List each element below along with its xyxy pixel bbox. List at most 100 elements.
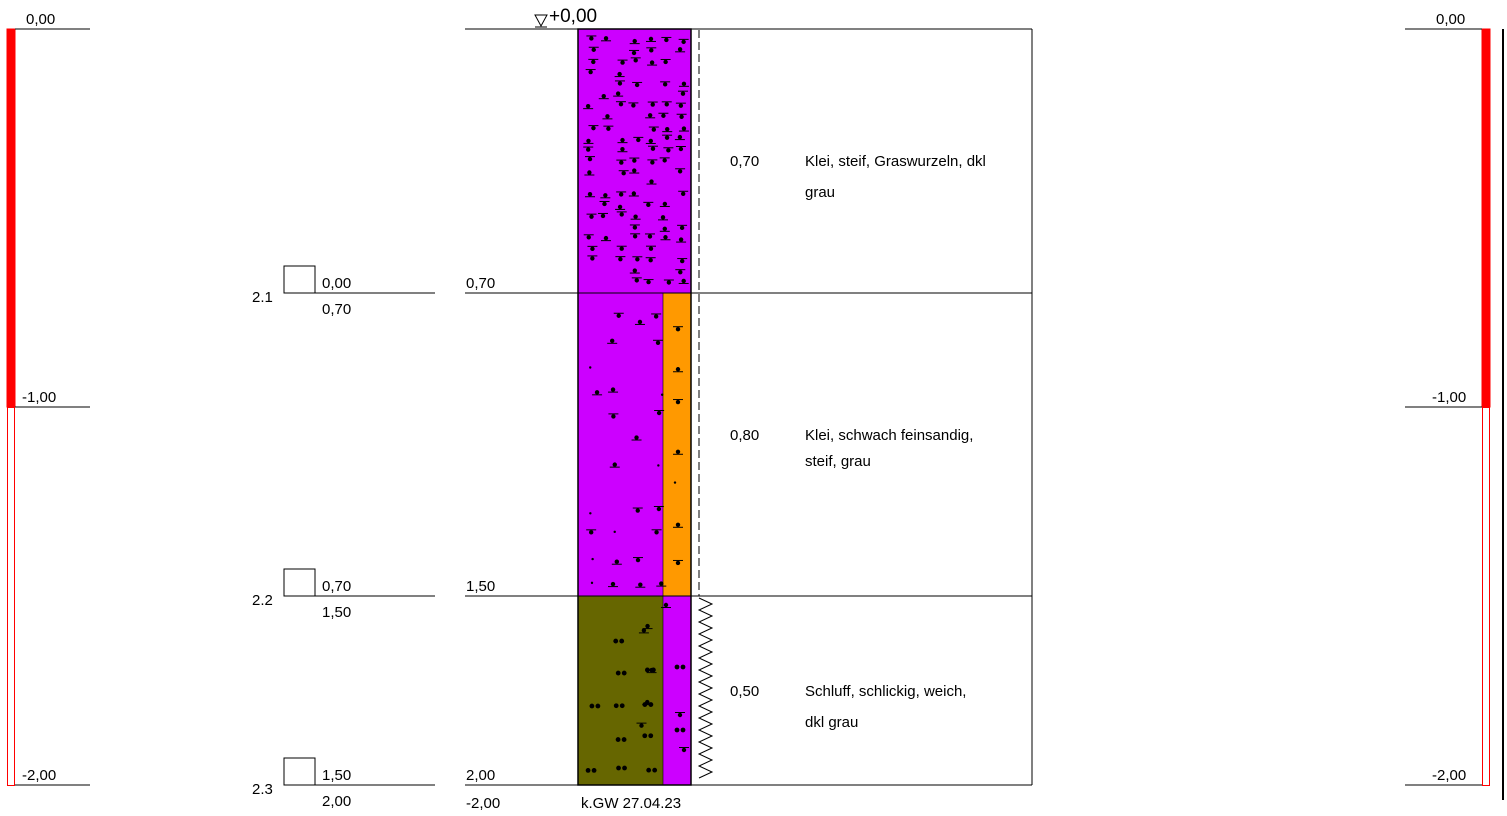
- clay-symbol: [648, 138, 654, 144]
- sample-box: [283, 757, 316, 786]
- clay-symbol: [681, 747, 687, 753]
- clay-symbol: [681, 278, 686, 284]
- clay-symbol: [589, 36, 594, 41]
- silt-symbol: [652, 767, 658, 773]
- clay-symbol: [661, 113, 666, 118]
- clay-symbol: [620, 60, 625, 65]
- clay-symbol: [650, 146, 656, 151]
- clay-symbol: [649, 179, 654, 184]
- silt-symbol: [680, 664, 686, 670]
- clay-symbol: [675, 399, 681, 405]
- clay-symbol: [585, 103, 591, 109]
- clay-symbol: [615, 91, 621, 96]
- layer-description-line: steif, grau: [805, 453, 871, 470]
- clay-symbol: [662, 201, 668, 207]
- level-triangle-icon: [534, 14, 548, 28]
- clay-symbol: [675, 449, 681, 454]
- clay-symbol: [637, 319, 643, 325]
- clay-symbol: [606, 126, 611, 131]
- clay-symbol: [650, 160, 655, 165]
- soil-column-outline: [577, 28, 692, 786]
- right-scale-label: -1,00: [1432, 389, 1466, 406]
- clay-symbol: [639, 723, 644, 728]
- clay-symbol: [677, 169, 683, 174]
- layer-depth-label: 1,50: [466, 578, 495, 595]
- silt-symbol: [595, 703, 601, 709]
- clay-symbol: [632, 225, 638, 230]
- clay-symbol: [666, 148, 671, 153]
- clay-symbol: [603, 193, 608, 198]
- clay-symbol: [590, 256, 595, 261]
- clay-symbol: [587, 156, 593, 162]
- silt-symbol: [680, 727, 686, 733]
- clay-symbol: [586, 147, 591, 152]
- right-scale-empty-segment: [1482, 407, 1490, 786]
- clay-symbol: [631, 103, 636, 108]
- clay-symbol: [663, 235, 668, 240]
- clay-symbol: [662, 158, 667, 163]
- clay-symbol: [618, 256, 623, 262]
- clay-symbol: [635, 557, 641, 563]
- clay-symbol: [634, 82, 640, 88]
- sample-bottom-depth: 2,00: [322, 793, 351, 810]
- clay-symbol: [648, 36, 654, 42]
- clay-symbol: [619, 212, 624, 217]
- clay-symbol: [677, 712, 683, 718]
- sample-top-depth: 0,00: [322, 275, 351, 292]
- clay-symbol: [590, 246, 595, 252]
- sample-box: [283, 568, 316, 597]
- clay-symbol: [633, 58, 638, 63]
- clay-symbol: [601, 93, 606, 99]
- clay-symbol: [679, 114, 684, 119]
- layer-description-line: Klei, steif, Graswurzeln, dkl: [805, 153, 986, 170]
- silt-symbol: [674, 727, 680, 733]
- clay-symbol: [656, 506, 662, 512]
- left-scale-label: 0,00: [26, 11, 55, 28]
- clay-symbol: [651, 127, 657, 132]
- clay-symbol: [617, 81, 623, 86]
- clay-symbol: [588, 530, 594, 535]
- silt-symbol: [613, 638, 619, 644]
- clay-symbol: [675, 327, 681, 332]
- clay-symbol: [678, 237, 684, 242]
- silt-symbol: [621, 737, 627, 742]
- layer-3-fill-main: [578, 596, 663, 785]
- clay-symbol: [632, 38, 637, 44]
- sand-symbol: [590, 581, 594, 585]
- final-depth-label: -2,00: [466, 795, 500, 812]
- sample-id: 2.2: [252, 592, 273, 609]
- clay-symbol: [681, 81, 687, 87]
- left-scale-filled-segment: [6, 28, 16, 408]
- clay-symbol: [632, 168, 637, 173]
- clay-symbol: [664, 37, 669, 43]
- clay-symbol: [634, 435, 639, 440]
- samples: 2.1 0,00 0,70 2.2 0,70 1,50 2.3 1,50 2,0…: [252, 265, 435, 810]
- silt-symbol: [619, 703, 625, 709]
- profile-frame: [465, 28, 1033, 786]
- sand-symbol: [589, 512, 592, 515]
- clay-symbol: [633, 214, 638, 219]
- sand-symbol: [657, 464, 660, 467]
- clay-symbol: [675, 522, 681, 527]
- layer-2-fill-main: [578, 293, 663, 596]
- clay-symbol: [681, 126, 687, 131]
- silt-symbol: [646, 767, 652, 773]
- clay-symbol: [646, 279, 651, 285]
- clay-symbol: [663, 602, 669, 608]
- layer-thickness: 0,80: [730, 427, 759, 444]
- clay-symbol: [591, 47, 596, 52]
- clay-symbol: [678, 103, 684, 108]
- clay-symbol: [589, 214, 594, 219]
- layer-2-fill-side: [663, 293, 691, 596]
- clay-symbol: [603, 36, 609, 41]
- clay-symbol: [634, 278, 639, 283]
- clay-symbol: [649, 60, 655, 65]
- sample-top-depth: 0,70: [322, 578, 351, 595]
- clay-symbol: [631, 50, 637, 56]
- right-scale-filled-segment: [1481, 28, 1491, 408]
- sample-box: [283, 265, 316, 294]
- sample-id: 2.3: [252, 781, 273, 798]
- clay-symbol: [664, 135, 670, 140]
- left-scale-label: -2,00: [22, 767, 56, 784]
